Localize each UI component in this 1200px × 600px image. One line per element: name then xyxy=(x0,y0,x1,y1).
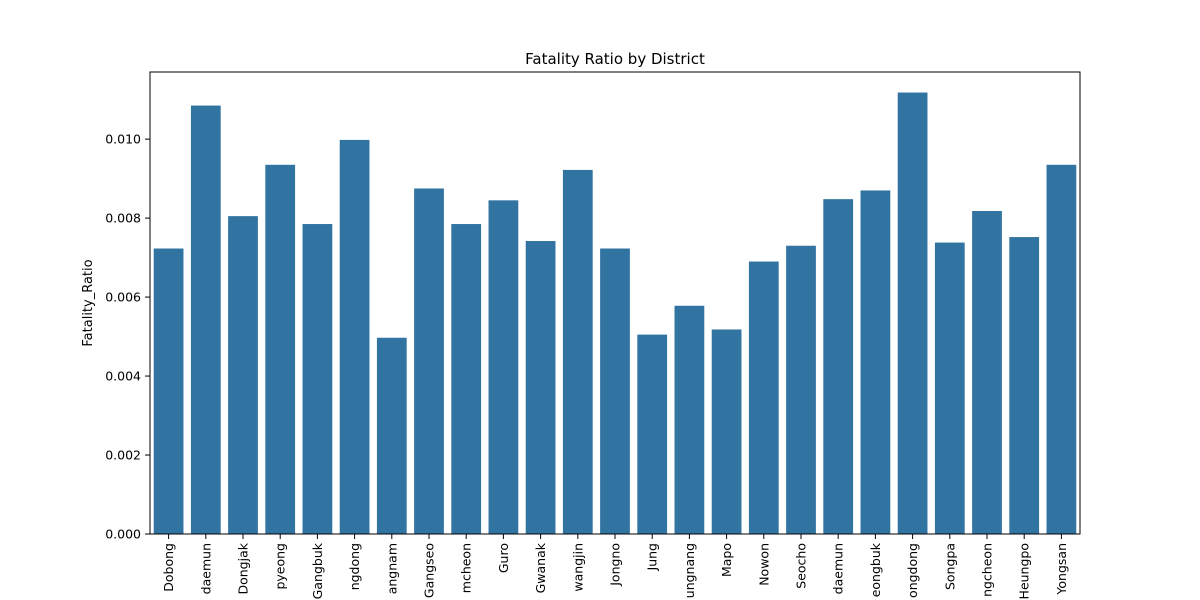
x-tick-label: Heungpo xyxy=(1017,543,1032,599)
y-tick-label: 0.002 xyxy=(105,448,141,463)
bar-19 xyxy=(860,190,891,534)
x-tick-label: ungnang xyxy=(682,543,697,598)
x-tick-label: daemun xyxy=(831,543,846,594)
x-tick-label: Yongsan xyxy=(1054,543,1069,596)
x-tick-label: eongbuk xyxy=(868,542,883,597)
bar-21 xyxy=(934,242,965,534)
bar-18 xyxy=(823,199,854,534)
bar-11 xyxy=(562,169,593,534)
x-tick-label: Gangseo xyxy=(422,543,437,598)
y-tick-label: 0.004 xyxy=(105,369,141,384)
x-tick-label: angnam xyxy=(384,543,399,594)
x-tick-label: daemun xyxy=(198,543,213,594)
bar-3 xyxy=(265,164,296,535)
bar-7 xyxy=(414,188,444,535)
bar-2 xyxy=(228,216,258,534)
bars xyxy=(153,92,1077,535)
x-tick-label: ngcheon xyxy=(980,543,995,597)
x-tick-label: Dongjak xyxy=(236,542,251,594)
y-tick-label: 0.006 xyxy=(105,290,141,305)
bar-1 xyxy=(190,105,221,534)
chart-title: Fatality Ratio by District xyxy=(525,50,705,68)
bar-17 xyxy=(786,245,816,535)
y-tick-label: 0.008 xyxy=(105,211,141,226)
bar-16 xyxy=(748,261,779,534)
x-tick-label: Guro xyxy=(496,543,511,573)
x-tick-label: ngdong xyxy=(347,543,362,590)
plot-frame xyxy=(149,71,1081,535)
x-tick-label: Mapo xyxy=(719,543,734,577)
bar-4 xyxy=(302,224,333,534)
y-tick-label: 0.010 xyxy=(105,132,141,147)
x-axis-ticks: Dobong daemun Dongjak pyeong Gangbuk ngdong an… xyxy=(161,534,1069,599)
bar-22 xyxy=(972,210,1002,535)
x-tick-label: Seocho xyxy=(794,543,809,589)
y-axis-ticks: 0.000 0.002 0.004 0.006 0.008 0.010 xyxy=(105,132,150,542)
bar-10 xyxy=(525,241,556,534)
x-tick-label: pyeong xyxy=(273,543,288,590)
x-tick-label: Gwanak xyxy=(533,542,548,593)
bar-15 xyxy=(711,329,742,534)
x-tick-label: Songpa xyxy=(942,543,957,590)
bar-5 xyxy=(339,139,370,535)
y-tick-label: 0.000 xyxy=(105,527,141,542)
y-axis-label: Fatality_Ratio xyxy=(81,259,96,346)
bar-14 xyxy=(674,305,705,534)
bar-9 xyxy=(488,200,519,534)
bar-8 xyxy=(451,224,482,534)
bar-12 xyxy=(600,248,630,534)
bar-20 xyxy=(897,92,928,534)
bar-0 xyxy=(153,248,184,534)
bar-23 xyxy=(1009,237,1040,534)
x-tick-label: Gangbuk xyxy=(310,542,325,599)
bar-6 xyxy=(376,337,407,534)
x-tick-label: ongdong xyxy=(905,543,920,598)
x-tick-label: mcheon xyxy=(459,543,474,593)
x-tick-label: Jongno xyxy=(608,543,623,587)
x-tick-label: wangjin xyxy=(570,543,585,592)
x-tick-label: Dobong xyxy=(161,543,176,592)
x-tick-label: Jung xyxy=(645,543,660,571)
bar-13 xyxy=(637,334,668,534)
bar-24 xyxy=(1046,164,1077,535)
x-tick-label: Nowon xyxy=(756,543,771,586)
